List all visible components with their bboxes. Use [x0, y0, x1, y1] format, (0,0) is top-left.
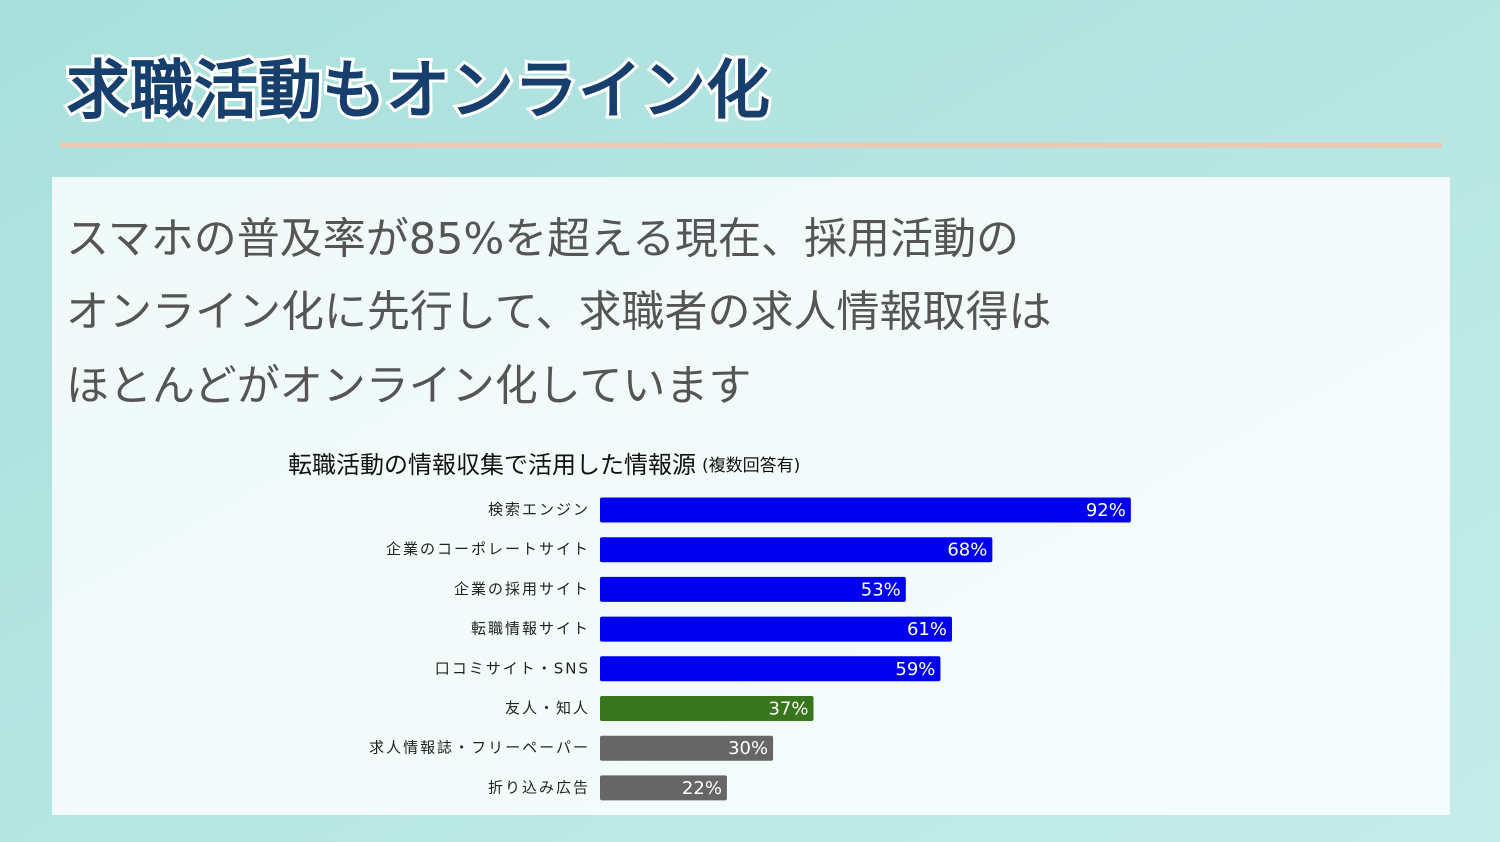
chart-title: 転職活動の情報収集で活用した情報源: [288, 451, 696, 479]
bar: [600, 576, 906, 602]
value-label: 53%: [861, 579, 901, 600]
value-label: 37%: [768, 699, 808, 720]
value-label: 92%: [1086, 500, 1126, 521]
body-line: オンライン化に先行して、求職者の求人情報取得は: [66, 288, 1052, 338]
body-line: ほとんどがオンライン化しています: [66, 362, 751, 412]
value-label: 61%: [907, 619, 947, 640]
value-label: 22%: [682, 778, 722, 799]
body-line: スマホの普及率が85%を超える現在、採用活動の: [66, 215, 1019, 265]
category-label: 友人・知人: [505, 699, 590, 717]
bar: [600, 537, 993, 563]
category-label: 折り込み広告: [488, 778, 590, 796]
bar: [600, 696, 814, 721]
bar: [600, 656, 941, 682]
category-label: 転職情報サイト: [471, 620, 590, 638]
chart-subtitle: (複数回答有): [702, 456, 800, 476]
category-label: 検索エンジン: [488, 501, 590, 519]
bar: [600, 497, 1131, 523]
slide-title: 求職活動もオンライン化: [66, 55, 770, 129]
category-label: 企業の採用サイト: [454, 580, 590, 598]
bar: [600, 735, 774, 761]
category-label: 企業のコーポレートサイト: [386, 540, 590, 558]
value-label: 59%: [895, 659, 935, 680]
bar: [600, 616, 952, 642]
category-label: 口コミサイト・SNS: [435, 659, 590, 677]
bar: [600, 775, 727, 801]
category-label: 求人情報誌・フリーペーパー: [369, 739, 590, 757]
chart-title-group: 転職活動の情報収集で活用した情報源 (複数回答有): [288, 451, 800, 479]
value-label: 30%: [728, 738, 768, 759]
value-label: 68%: [947, 540, 987, 561]
